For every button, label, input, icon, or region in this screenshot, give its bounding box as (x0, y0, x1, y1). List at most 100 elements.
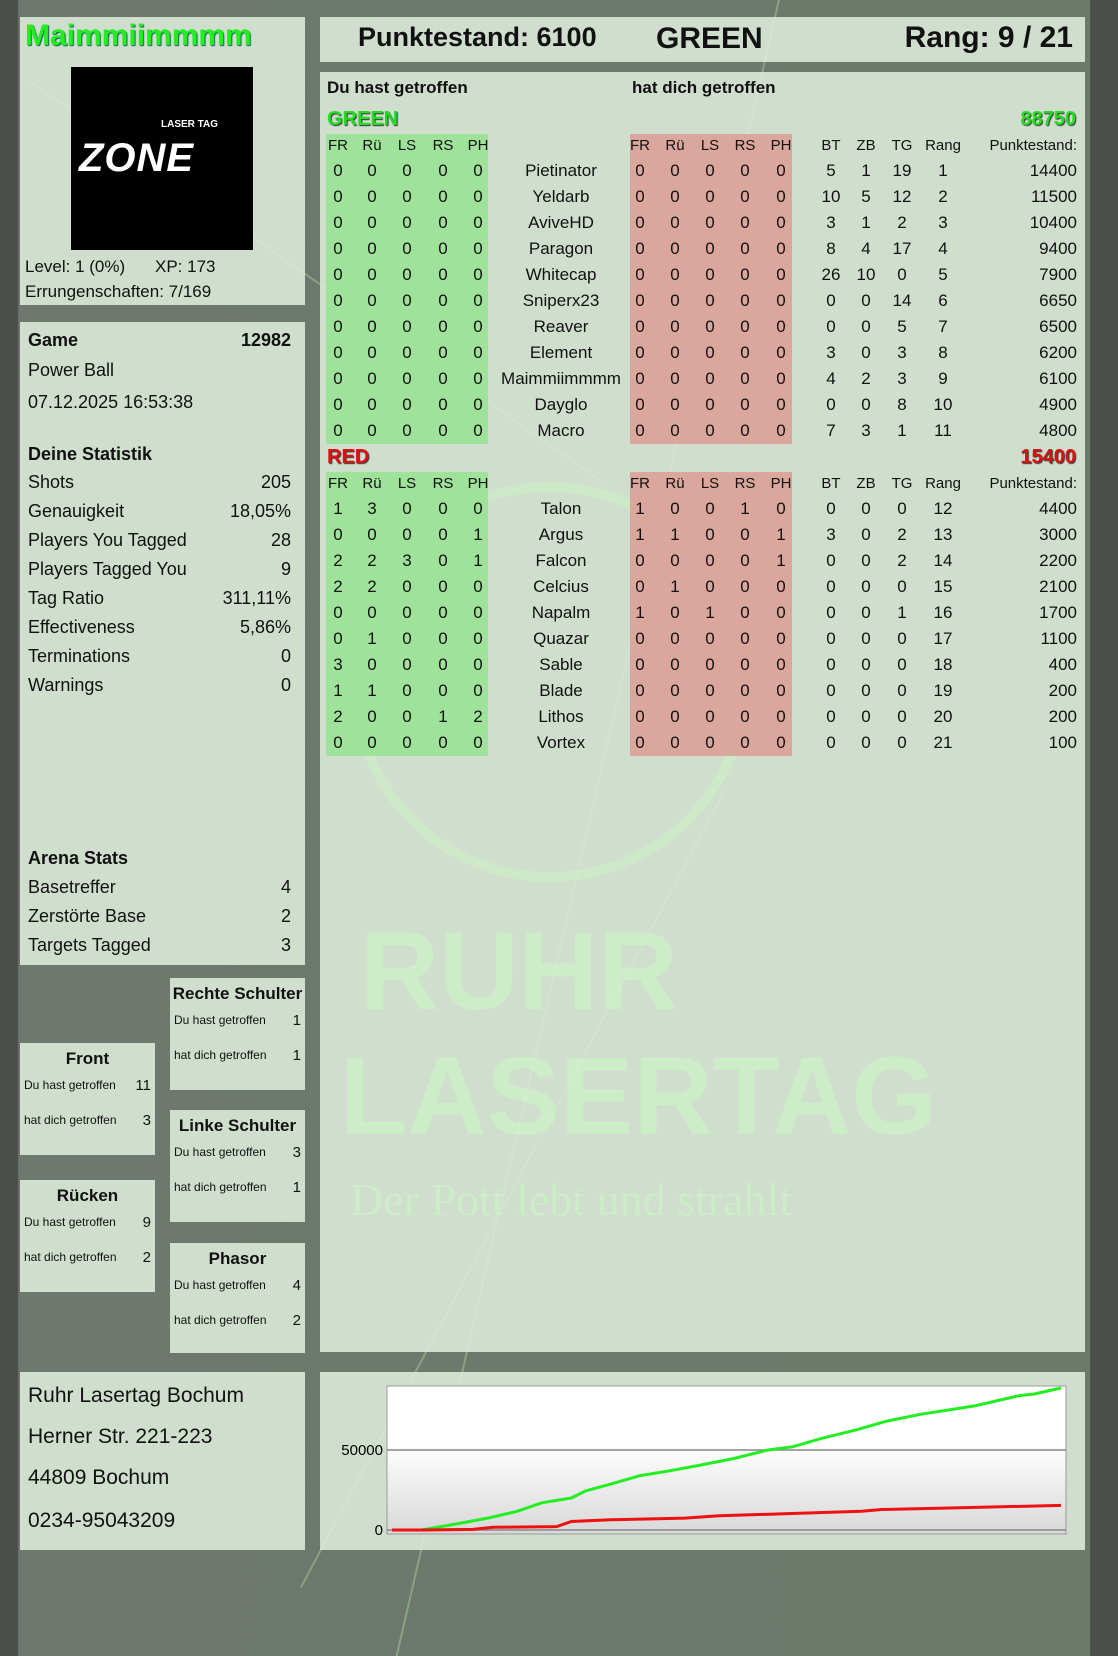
you-hit-cell: 0 (473, 291, 483, 310)
you-hit-cell: 0 (367, 265, 377, 284)
hit-you-cell: 0 (635, 655, 645, 674)
you-hit-column-bg (326, 472, 488, 756)
stat-value: 0 (280, 646, 291, 666)
player-row: 0 0 0 0 0 Vortex 0 0 0 0 0 0 0 0 21 100 (320, 733, 1085, 759)
you-hit-cell: 0 (402, 369, 412, 388)
column-header: RS (432, 137, 454, 154)
you-hit-value: 9 (142, 1214, 151, 1231)
stat-label: Players Tagged You (28, 559, 187, 579)
hit-you-cell: 0 (705, 369, 715, 388)
player-row: 0 0 0 0 0 Reaver 0 0 0 0 0 0 0 5 7 6500 (320, 317, 1085, 343)
rank-cell: 20 (933, 707, 953, 726)
player-name: Sable (539, 655, 583, 674)
hit-you-cell: 0 (670, 707, 680, 726)
watermark-lasertag: LASERTAG (340, 1035, 937, 1158)
zb-cell: 0 (861, 317, 871, 336)
player-row: 0 0 0 0 0 Sniperx23 0 0 0 0 0 0 0 14 6 6650 (320, 291, 1085, 317)
hit-you-cell: 0 (635, 291, 645, 310)
hit-you-cell: 0 (740, 577, 750, 596)
hit-you-cell: 0 (670, 239, 680, 258)
hitzone-left: Linke Schulter Du hast getroffen 3 hat dich… (170, 1110, 305, 1222)
stat-label: Genauigkeit (28, 501, 125, 521)
you-hit-cell: 0 (438, 369, 448, 388)
zb-cell: 0 (861, 551, 871, 570)
hit-you-cell: 0 (740, 265, 750, 284)
rank-cell: 13 (933, 525, 953, 544)
hit-you-cell: 0 (776, 187, 786, 206)
player-row: 0 0 0 0 1 Argus 1 1 0 0 1 3 0 2 13 3000 (320, 525, 1085, 551)
player-score: 2200 (1039, 551, 1077, 570)
rank-cell: 17 (933, 629, 953, 648)
you-hit-label: Du hast getroffen (327, 78, 468, 97)
you-hit-cell: 0 (333, 161, 343, 180)
tg-cell: 3 (897, 369, 907, 388)
you-hit-cell: 0 (473, 369, 483, 388)
stat-value: 9 (280, 559, 291, 579)
you-hit-cell: 0 (402, 317, 412, 336)
player-name: Quazar (533, 629, 589, 648)
hit-you-cell: 0 (670, 187, 680, 206)
bt-cell: 26 (821, 265, 841, 284)
player-name: Celcius (533, 577, 589, 596)
hit-you-cell: 0 (740, 161, 750, 180)
hit-you-cell: 0 (670, 629, 680, 648)
bt-cell: 3 (826, 525, 836, 544)
zb-cell: 0 (861, 343, 871, 362)
you-hit-cell: 3 (402, 551, 412, 570)
you-hit-cell: 0 (367, 317, 377, 336)
player-card: Maimmiimmmm LASER TAG ZONE Level: 1 (0%)… (20, 17, 305, 305)
y-tick-label: 0 (375, 1522, 383, 1539)
bt-cell: 0 (826, 681, 836, 700)
you-hit-cell: 0 (438, 681, 448, 700)
hit-you-cell: 0 (635, 213, 645, 232)
hit-you-cell: 0 (635, 317, 645, 336)
achievements-text: Errungenschaften: 7/169 (25, 282, 212, 301)
you-hit-cell: 1 (367, 681, 377, 700)
you-hit-cell: 2 (333, 551, 343, 570)
you-hit-cell: 0 (367, 369, 377, 388)
you-hit-cell: 0 (438, 629, 448, 648)
player-score: 6100 (1039, 369, 1077, 388)
player-name: Pietinator (525, 161, 597, 180)
hit-you-cell: 0 (705, 421, 715, 440)
you-hit-cell: 1 (333, 681, 343, 700)
zone-logo: LASER TAG ZONE (71, 67, 253, 250)
stats-panel: Game 12982 Power Ball 07.12.2025 16:53:38… (20, 322, 305, 965)
hit-you-cell: 0 (740, 239, 750, 258)
you-hit-label: Du hast getroffen (24, 1078, 116, 1092)
you-hit-label: Du hast getroffen (24, 1215, 116, 1229)
rank-cell: 9 (938, 369, 948, 388)
logo-text: ZONE (79, 136, 195, 180)
stat-row: Effectiveness 5,86% (28, 617, 291, 638)
rank-cell: 5 (938, 265, 948, 284)
column-header: LS (700, 475, 720, 492)
you-hit-cell: 0 (333, 343, 343, 362)
player-row: 0 0 0 0 0 Pietinator 0 0 0 0 0 5 1 19 1 14400 (320, 161, 1085, 187)
stat-value: 5,86% (239, 617, 291, 637)
column-header: Punktestand: (989, 137, 1077, 154)
you-hit-cell: 0 (367, 239, 377, 258)
header-score: Punktestand: 6100 (358, 22, 597, 52)
player-name: Vortex (536, 733, 586, 752)
hit-you-cell: 0 (776, 629, 786, 648)
hit-you-cell: 0 (705, 187, 715, 206)
tg-cell: 0 (897, 707, 907, 726)
you-hit-cell: 0 (367, 395, 377, 414)
player-row: 1 1 0 0 0 Blade 0 0 0 0 0 0 0 0 19 200 (320, 681, 1085, 707)
hit-you-cell: 0 (776, 239, 786, 258)
bt-cell: 0 (826, 317, 836, 336)
hit-you-cell: 0 (670, 265, 680, 284)
zb-cell: 0 (861, 733, 871, 752)
player-score: 400 (1048, 655, 1077, 674)
score-chart-panel: 0 50000 (320, 1372, 1085, 1550)
rank-cell: 2 (938, 187, 948, 206)
stat-label: Zerstörte Base (28, 906, 147, 926)
stat-value: 18,05% (229, 501, 291, 521)
tg-cell: 2 (897, 525, 907, 544)
column-header: PH (467, 475, 489, 492)
scoreboard-tables: GREEN 88750 FR FR Rü Rü LS LS RS RS PH PH BT ZB TG Rang… (320, 72, 1085, 872)
column-header: Rü (665, 137, 685, 154)
tg-cell: 0 (897, 629, 907, 648)
bt-cell: 0 (826, 577, 836, 596)
hit-you-cell: 0 (635, 551, 645, 570)
